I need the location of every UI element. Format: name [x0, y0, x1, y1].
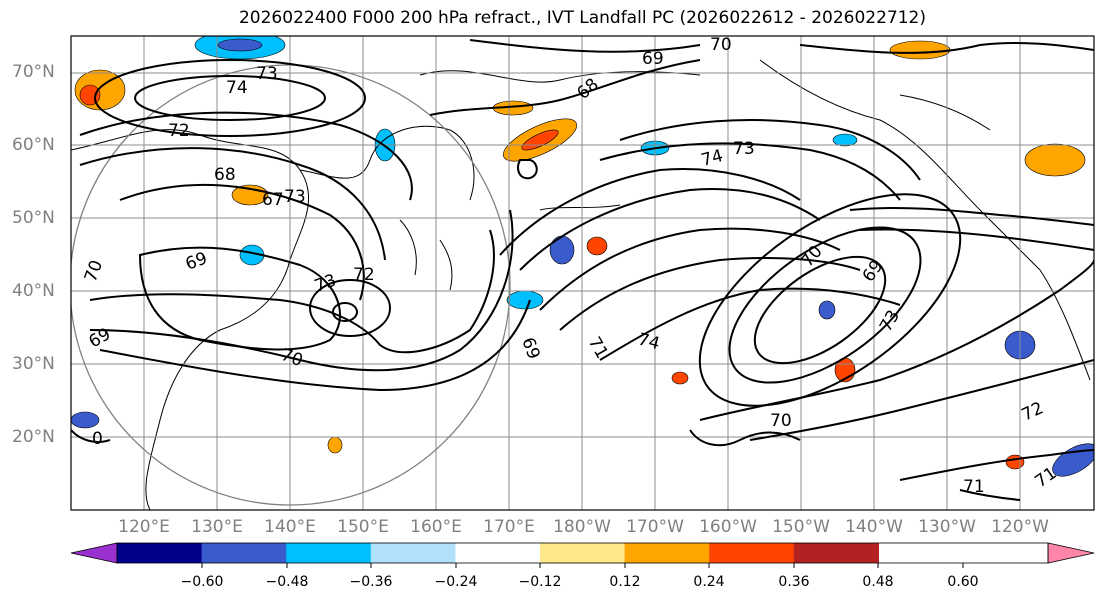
- anomaly-patch: [71, 411, 100, 429]
- contour-label: 70: [770, 411, 792, 431]
- contour-label: 74: [226, 78, 248, 98]
- anomaly-patch: [832, 133, 858, 147]
- colorbar-segment: [117, 543, 203, 563]
- anomaly-patch: [549, 235, 575, 265]
- contours: [71, 39, 1094, 501]
- contour-label: 67: [262, 190, 284, 210]
- lon-label: 130°W: [918, 517, 976, 537]
- colorbar-tick-label: −0.36: [349, 574, 393, 590]
- colorbar-segment: [624, 543, 710, 563]
- lon-label: 130°E: [191, 517, 243, 537]
- contour-label: 73: [284, 187, 306, 207]
- colorbar-segment: [540, 543, 626, 563]
- lon-label: 150°W: [772, 517, 830, 537]
- lon-label: 120°E: [118, 517, 170, 537]
- colorbar-segment: [793, 543, 879, 563]
- anomaly-patch: [506, 290, 544, 310]
- colorbar-tick-label: 0.48: [862, 574, 894, 590]
- colorbar-segments: [117, 543, 879, 563]
- anomaly-patch: [671, 371, 689, 385]
- colorbar-extend-right: [1047, 542, 1095, 564]
- lon-label: 120°W: [991, 517, 1049, 537]
- anomaly-patch: [889, 40, 951, 60]
- lat-label: 70°N: [12, 62, 55, 82]
- anomaly-patch: [1005, 454, 1025, 470]
- colorbar-segment: [455, 543, 541, 563]
- contour-label: 72: [168, 121, 190, 141]
- colorbar-tick-label: −0.60: [180, 574, 224, 590]
- anomaly-patch: [327, 436, 343, 454]
- lon-label: 170°E: [483, 517, 535, 537]
- lat-label: 20°N: [12, 427, 55, 447]
- anomaly-patch: [217, 38, 263, 52]
- anomaly-patch: [1052, 443, 1094, 477]
- contour-label: 72: [353, 265, 375, 285]
- lat-label: 60°N: [12, 135, 55, 155]
- colorbar-frame: [116, 542, 1049, 564]
- lon-label: 170°W: [626, 517, 684, 537]
- lon-label: 180°W: [553, 517, 611, 537]
- colorbar-segment: [286, 543, 372, 563]
- contour-label: 70: [710, 35, 732, 55]
- map-frame: [70, 35, 1095, 511]
- plot-title: 2026022400 F000 200 hPa refract., IVT La…: [238, 8, 926, 28]
- contour-label: 73: [733, 139, 755, 159]
- colorbar-segment: [201, 543, 287, 563]
- colorbar-tick-label: 0.12: [609, 574, 641, 590]
- lon-label: 160°E: [410, 517, 462, 537]
- lon-label: 160°W: [699, 517, 757, 537]
- colorbar-segment: [370, 543, 456, 563]
- map-area: 70 69 73 74 72 68 68 74 73 69 67 73 70 7…: [71, 35, 1094, 510]
- colorbar-tick-label: −0.48: [265, 574, 309, 590]
- colorbar-tick-label: −0.24: [434, 574, 478, 590]
- anomaly-patch: [586, 236, 608, 256]
- anomaly-patch: [818, 300, 836, 320]
- contour-label: 69: [642, 49, 664, 69]
- colorbar-extend-left: [70, 542, 118, 564]
- colorbar-tick-label: 0.36: [778, 574, 810, 590]
- contour-label: 71: [963, 477, 985, 497]
- lat-label: 50°N: [12, 208, 55, 228]
- landfall-region-circle: [71, 64, 511, 506]
- colorbar-tick-label: 0.24: [693, 574, 725, 590]
- contour-label: 68: [214, 165, 236, 185]
- colorbar-segment: [709, 543, 795, 563]
- colorbar-tick-label: 0.60: [947, 574, 979, 590]
- lon-label: 150°E: [337, 517, 389, 537]
- lat-label: 30°N: [12, 354, 55, 374]
- contour-label: 73: [256, 64, 278, 84]
- colorbar: [70, 542, 1095, 568]
- contour-label: 0: [92, 429, 103, 449]
- anomaly-patch: [1024, 143, 1086, 177]
- colorbar-tick-marks: [201, 563, 964, 568]
- lon-label: 140°E: [264, 517, 316, 537]
- anomaly-patch: [79, 84, 101, 106]
- lon-label: 140°W: [845, 517, 903, 537]
- lat-label: 40°N: [12, 281, 55, 301]
- colorbar-tick-label: −0.12: [518, 574, 562, 590]
